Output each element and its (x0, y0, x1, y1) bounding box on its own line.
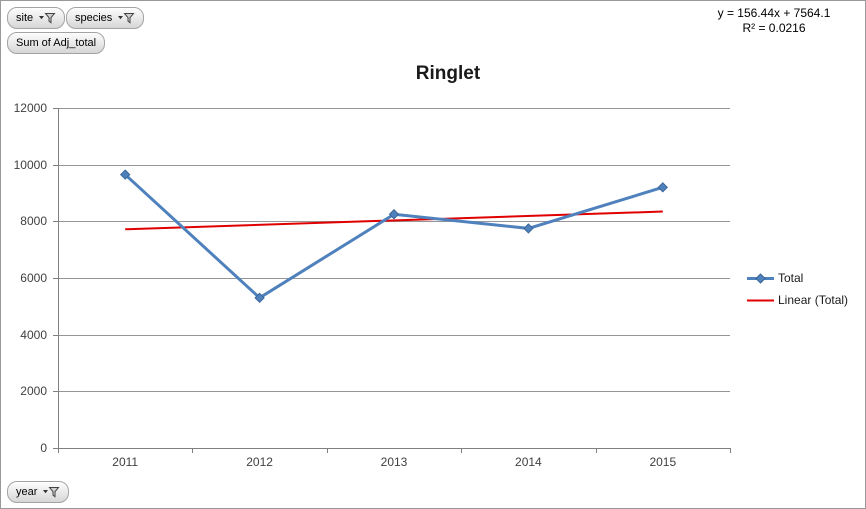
y-axis-tick-label: 8000 (20, 214, 47, 229)
x-axis-tick-label: 2014 (515, 455, 542, 469)
y-axis-tick-label: 6000 (20, 271, 47, 285)
field-button-site-label: site (16, 12, 34, 24)
field-button-species[interactable]: species (66, 7, 145, 29)
trendline-equation: y = 156.44x + 7564.1 R² = 0.0216 (684, 6, 864, 36)
filter-dropdown-icon (39, 13, 56, 24)
trendline-equation-line1: y = 156.44x + 7564.1 (717, 6, 831, 20)
legend-item-linear-total: Linear (Total) (747, 293, 848, 307)
y-axis-tick-label: 10000 (13, 157, 47, 172)
series-total-line (124, 173, 664, 300)
field-button-species-label: species (75, 12, 113, 24)
field-button-site[interactable]: site (7, 7, 66, 29)
x-axis-tick-label: 2013 (380, 455, 408, 469)
field-button-year[interactable]: year (7, 481, 70, 503)
x-axis-tick-label: 2015 (649, 455, 677, 469)
y-axis-tick-label: 12000 (13, 101, 47, 115)
field-button-sum-label: Sum of Adj_total (16, 37, 97, 49)
y-axis-tick-label: 0 (40, 441, 47, 455)
series-total-marker (657, 182, 669, 193)
series-total-marker (523, 223, 534, 234)
x-axis-tick-label: 2011 (112, 455, 139, 469)
legend-marker-total-line-icon (747, 272, 774, 284)
series-total-marker (254, 292, 265, 304)
filter-dropdown-icon (118, 13, 135, 24)
series-total-marker (388, 209, 400, 220)
field-button-year-label: year (16, 486, 38, 498)
chart-title: Ringlet (415, 63, 481, 84)
legend-label-total: Total (778, 271, 804, 285)
legend-marker-linear-line-icon (747, 299, 774, 301)
field-button-sum-of-adj-total[interactable]: Sum of Adj_total (7, 32, 106, 54)
legend-label-linear: Linear (Total) (778, 293, 849, 307)
y-axis-tick-label: 2000 (20, 384, 47, 399)
legend-item-total: Total (747, 271, 803, 285)
series-total-marker (119, 169, 131, 180)
x-axis-tick-label: 2012 (246, 455, 273, 469)
y-axis-tick-label: 4000 (20, 327, 47, 342)
filter-dropdown-icon (43, 487, 60, 498)
trendline-r-squared: R² = 0.0216 (742, 21, 806, 35)
